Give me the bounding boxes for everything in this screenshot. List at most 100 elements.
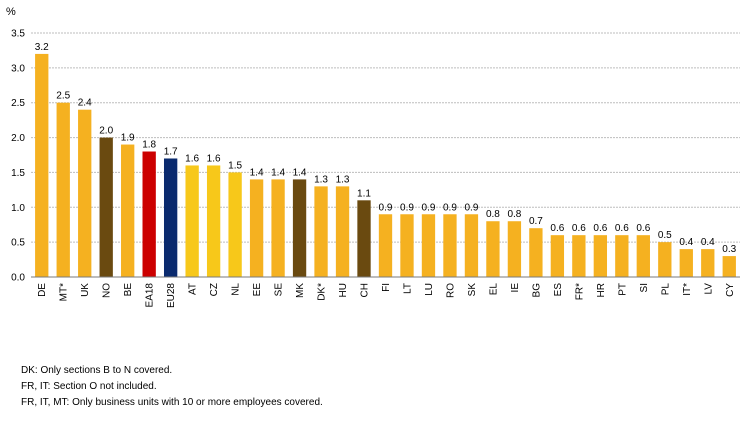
bar-value-label: 0.6 <box>615 223 629 234</box>
y-axis-unit-label: % <box>6 6 16 18</box>
x-tick-label: EA18 <box>145 283 156 308</box>
y-axis-ticks: 0.0 0.5 1.0 1.5 2.0 2.5 3.0 3.5 <box>11 29 25 284</box>
x-tick-label: BE <box>123 283 134 297</box>
x-tick-label: IE <box>510 283 521 293</box>
bar <box>636 235 650 277</box>
bar-value-label: 1.1 <box>357 188 371 199</box>
bar-value-label: 1.4 <box>271 167 285 178</box>
bar-value-label: 1.9 <box>121 133 135 144</box>
x-tick-label: LV <box>703 283 714 295</box>
bar-value-label: 0.9 <box>422 202 436 213</box>
x-tick-label: HU <box>338 283 349 297</box>
bar <box>658 242 672 277</box>
x-tick-label: NO <box>102 283 113 298</box>
bar <box>443 214 457 277</box>
bar-value-label: 2.5 <box>56 91 70 102</box>
x-tick-label: SE <box>274 283 285 297</box>
bar-value-label: 1.6 <box>207 153 221 164</box>
bar-value-label: 1.3 <box>336 174 350 185</box>
bar-value-label: 0.3 <box>722 244 736 255</box>
bar-value-label: 1.5 <box>228 160 242 171</box>
bar-value-label: 1.3 <box>314 174 328 185</box>
bar-value-label: 0.6 <box>572 223 586 234</box>
x-tick-label: MK <box>295 283 306 298</box>
bar-value-label: 0.9 <box>400 202 414 213</box>
y-tick-label: 2.0 <box>11 133 25 144</box>
bar <box>486 221 500 277</box>
x-tick-label: MT* <box>59 283 70 301</box>
bar <box>529 228 543 277</box>
bar-value-label: 0.9 <box>464 202 478 213</box>
x-tick-label: FR* <box>574 283 585 300</box>
bar <box>507 221 522 277</box>
y-tick-label: 2.5 <box>11 98 25 109</box>
bar <box>78 109 92 277</box>
bar-value-label: 0.9 <box>443 202 457 213</box>
bar-value-label: 2.0 <box>99 126 113 137</box>
y-tick-label: 1.5 <box>11 168 25 179</box>
bar <box>572 235 586 277</box>
bar <box>271 179 285 277</box>
x-tick-label: IT* <box>682 283 693 296</box>
x-tick-label: BG <box>531 283 542 298</box>
bar-value-label: 0.6 <box>550 223 564 234</box>
x-tick-label: FI <box>381 283 392 292</box>
bar <box>292 179 307 277</box>
bar <box>142 151 156 277</box>
bar <box>99 137 113 277</box>
bar-value-label: 1.7 <box>164 146 178 157</box>
bar-value-label: 1.8 <box>142 140 156 151</box>
bar <box>357 200 371 277</box>
x-tick-label: CZ <box>209 283 220 296</box>
bar <box>421 214 436 277</box>
x-tick-label: EE <box>252 283 263 297</box>
bar-value-label: 0.9 <box>379 202 393 213</box>
footnote-fr-it: FR, IT: Section O not included. <box>21 381 157 392</box>
footnotes: DK: Only sections B to N covered. FR, IT… <box>21 363 323 411</box>
y-tick-label: 3.0 <box>11 63 25 74</box>
bar <box>228 172 242 277</box>
x-tick-label: SI <box>639 283 650 292</box>
bars <box>35 53 736 277</box>
bar-chart: % 0.0 0.5 1.0 1.5 2.0 2.5 3.0 3.5 3.2 2.5 2.4 2.0 1… <box>6 6 740 308</box>
bar-value-label: 0.8 <box>486 209 500 220</box>
bar <box>121 144 135 277</box>
bar <box>679 249 693 277</box>
y-tick-label: 0.5 <box>11 238 25 249</box>
bar <box>314 186 328 277</box>
bar <box>185 165 199 277</box>
bar <box>593 235 608 277</box>
x-tick-label: EU28 <box>166 283 177 308</box>
x-tick-label: CH <box>360 283 371 297</box>
bar-value-label: 0.6 <box>593 223 607 234</box>
x-tick-label: ES <box>553 283 564 297</box>
x-tick-label: DE <box>37 283 48 297</box>
bar-value-label: 2.4 <box>78 98 92 109</box>
bar <box>206 165 221 277</box>
bar <box>400 214 414 277</box>
bar <box>163 158 178 277</box>
bar <box>56 102 70 277</box>
bar-value-label: 0.4 <box>701 237 715 248</box>
bar-value-label: 1.4 <box>293 167 307 178</box>
y-tick-label: 0.0 <box>11 273 25 284</box>
bar-value-label: 3.2 <box>35 42 49 53</box>
x-tick-label: RO <box>445 283 456 298</box>
x-tick-label: NL <box>231 283 242 296</box>
bar <box>701 249 715 277</box>
y-tick-label: 1.0 <box>11 203 25 214</box>
bar <box>249 179 264 277</box>
y-tick-label: 3.5 <box>11 29 25 40</box>
bar <box>464 214 479 277</box>
bar-value-label: 0.7 <box>529 216 543 227</box>
bar <box>35 53 49 277</box>
bar-value-label: 0.8 <box>507 209 521 220</box>
bar <box>550 235 565 277</box>
footnote-dk: DK: Only sections B to N covered. <box>21 365 173 376</box>
footnote-fr-it-mt: FR, IT, MT: Only business units with 10 … <box>21 397 323 408</box>
x-tick-label: UK <box>80 283 91 297</box>
x-axis-labels: DE MT* UK NO BE EA18 EU28 AT CZ NL EE SE MK DK* HU CH FI… <box>37 283 736 308</box>
bar <box>615 235 629 277</box>
x-tick-label: HR <box>596 283 607 297</box>
x-tick-label: AT <box>188 283 199 295</box>
